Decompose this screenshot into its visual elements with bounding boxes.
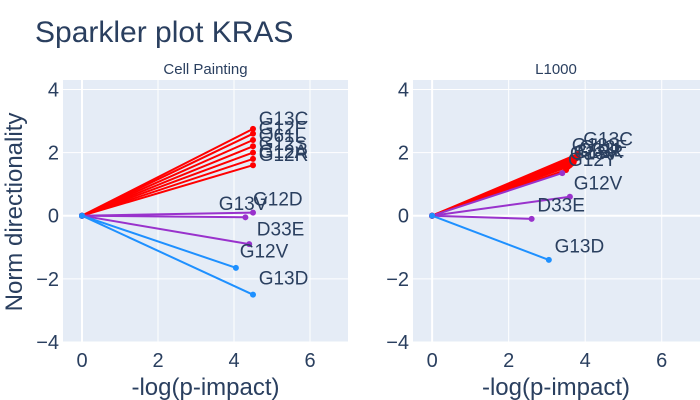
x-tick-label: 4 xyxy=(228,350,239,372)
mutation-label: G12S xyxy=(259,134,308,155)
x-axis-label: -log(p-impact) xyxy=(131,374,279,400)
series-line xyxy=(81,164,254,217)
y-tick-label: −4 xyxy=(36,332,59,354)
figure-title: Sparkler plot KRAS xyxy=(35,16,293,49)
mutation-label: D33E xyxy=(537,196,585,217)
mutation-label: G12V xyxy=(240,241,289,262)
x-tick-label: 2 xyxy=(152,350,163,372)
x-axis-label: -log(p-impact) xyxy=(482,374,630,400)
x-tick-label: 0 xyxy=(76,350,87,372)
mutation-label: G12R xyxy=(259,145,309,166)
y-tick-label: 0 xyxy=(48,206,59,228)
data-point xyxy=(250,125,256,132)
series-line xyxy=(431,214,550,261)
y-tick-label: 2 xyxy=(48,143,59,165)
mutation-label: G13C xyxy=(259,109,309,130)
data-point xyxy=(250,130,256,137)
mutation-label: Q61L xyxy=(259,126,305,147)
plot-area xyxy=(63,80,348,342)
data-point xyxy=(250,143,256,150)
mutation-label: G13V xyxy=(570,144,619,165)
mutation-label: G12A xyxy=(259,142,308,163)
x-tick-label: 6 xyxy=(656,350,667,372)
mutation-label: G12R xyxy=(574,142,624,163)
y-tick-label: −2 xyxy=(36,269,59,291)
data-point xyxy=(545,256,552,263)
series-line xyxy=(431,172,563,217)
mutation-label: G12D xyxy=(253,189,303,210)
data-point xyxy=(250,149,256,156)
mutation-label: G12F xyxy=(259,118,307,139)
y-tick-label: 4 xyxy=(48,79,59,101)
mutation-label: G13C xyxy=(583,129,633,150)
series-line xyxy=(81,157,254,217)
mutation-label: Q61L xyxy=(578,140,624,161)
x-tick-label: 0 xyxy=(427,350,438,372)
x-tick-label: 2 xyxy=(503,350,514,372)
series-line xyxy=(81,214,254,296)
data-point xyxy=(250,291,256,298)
data-point xyxy=(242,214,249,221)
series-line xyxy=(81,214,246,219)
data-point xyxy=(246,241,253,248)
data-point xyxy=(250,209,256,216)
series-line xyxy=(432,214,532,220)
series-line xyxy=(431,195,571,217)
mutation-label: G13D xyxy=(555,237,605,258)
series-line xyxy=(81,214,250,246)
y-tick-label: −2 xyxy=(386,269,409,291)
data-point xyxy=(250,162,256,169)
mutation-label: G12V xyxy=(574,174,623,195)
y-tick-label: 4 xyxy=(398,79,409,101)
data-point xyxy=(250,136,256,143)
mutation-label: G13D xyxy=(259,268,309,289)
data-point xyxy=(79,212,85,219)
subplot-title: Cell Painting xyxy=(163,61,247,78)
data-point xyxy=(232,264,239,271)
data-point xyxy=(559,170,566,177)
y-tick-label: 2 xyxy=(398,143,409,165)
mutation-label: G12Y xyxy=(568,150,617,171)
y-tick-label: −4 xyxy=(386,332,409,354)
data-point xyxy=(250,155,256,162)
series-line xyxy=(81,214,237,269)
y-axis-label: Norm directionality xyxy=(1,113,28,312)
mutation-label: G12S xyxy=(572,136,621,157)
data-point xyxy=(528,215,535,222)
y-tick-label: 0 xyxy=(398,206,409,228)
mutation-label: G12F xyxy=(579,137,627,158)
x-tick-label: 4 xyxy=(580,350,591,372)
subplot-title: L1000 xyxy=(535,61,577,78)
x-tick-label: 6 xyxy=(304,350,315,372)
data-point xyxy=(429,212,436,219)
mutation-label: G13V xyxy=(219,194,268,215)
data-point xyxy=(566,193,573,200)
mutation-label: D33E xyxy=(257,219,305,240)
